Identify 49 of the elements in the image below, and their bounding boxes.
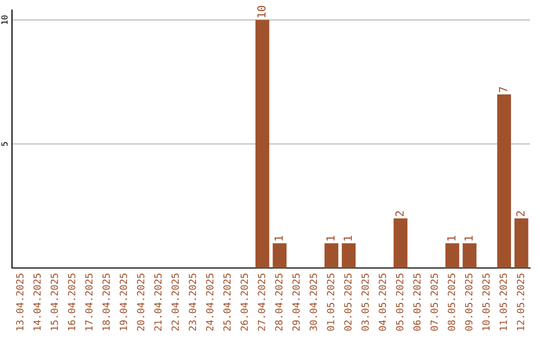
x-tick-label: 11.05.2025	[500, 274, 507, 330]
x-tick-label: 10.05.2025	[482, 274, 490, 330]
x-tick-label: 29.04.2025	[292, 274, 300, 331]
x-tick-label: 12.05.2025	[516, 274, 524, 330]
x-tick-label: 03.05.2025	[361, 274, 369, 331]
x-tick-label: 05.05.2025	[396, 274, 404, 331]
x-tick-label: 28.04.2025	[275, 274, 282, 331]
data-label: 1	[464, 236, 473, 240]
x-tick-label: 02.05.2025	[344, 274, 352, 331]
x-tick-label: 08.05.2025	[448, 274, 456, 331]
bar	[497, 94, 512, 268]
bar	[445, 243, 460, 268]
data-label: 1	[326, 236, 335, 240]
data-label: 1	[447, 236, 456, 240]
x-tick-label: 01.05.2025	[326, 274, 334, 331]
bar	[342, 243, 356, 268]
bar	[272, 243, 287, 268]
x-tick-label: 27.04.2025	[258, 274, 266, 331]
bar	[514, 218, 528, 268]
x-tick-label: 07.05.2025	[430, 274, 438, 331]
x-tick-label: 14.04.2025	[33, 274, 41, 330]
x-tick-label: 19.04.2025	[120, 274, 128, 330]
y-tick-label: 5	[1, 142, 8, 146]
x-tick-label: 21.04.2025	[154, 274, 162, 331]
x-tick-label: 16.04.2025	[68, 274, 76, 330]
x-tick-label: 18.04.2025	[102, 274, 110, 330]
x-tick-label: 22.04.2025	[172, 274, 179, 331]
data-label: 2	[395, 211, 404, 216]
x-tick-label: 20.04.2025	[136, 274, 144, 331]
x-tick-label: 23.04.2025	[188, 274, 196, 331]
x-tick-label: 09.05.2025	[465, 274, 472, 331]
bar	[324, 243, 338, 268]
x-tick-label: 13.04.2025	[16, 274, 24, 330]
x-tick-label: 04.05.2025	[378, 274, 386, 331]
data-label: 1	[274, 236, 283, 240]
bar	[394, 218, 408, 268]
x-tick-label: 30.04.2025	[310, 274, 318, 331]
data-label: 2	[516, 211, 524, 216]
bar	[462, 243, 476, 268]
x-tick-label: 15.04.2025	[50, 274, 58, 330]
data-label: 10	[257, 6, 266, 18]
x-tick-label: 25.04.2025	[223, 274, 231, 331]
data-label: 1	[344, 236, 352, 240]
x-tick-label: 06.05.2025	[413, 274, 421, 331]
data-label: 7	[499, 87, 508, 92]
bar	[255, 20, 270, 268]
x-tick-label: 24.04.2025	[206, 274, 214, 331]
x-tick-label: 26.04.2025	[240, 274, 248, 331]
x-tick-label: 17.04.2025	[85, 274, 93, 330]
